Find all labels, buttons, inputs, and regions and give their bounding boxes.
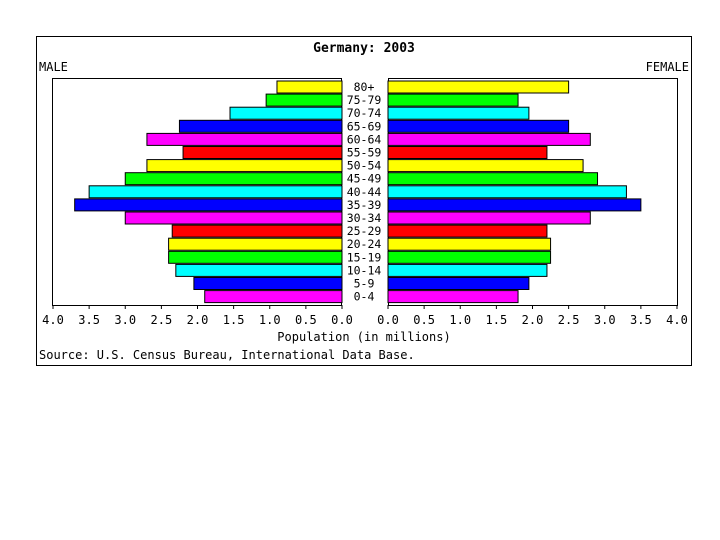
male-bar-0-4 [204, 290, 343, 304]
tick-label: 1.0 [259, 313, 281, 327]
female-label: FEMALE [646, 60, 689, 74]
male-bar-55-59 [182, 146, 343, 159]
tick-label: 0.5 [295, 313, 317, 327]
female-bar-10-14 [387, 263, 548, 277]
female-bar-60-64 [387, 132, 591, 146]
tick-label: 3.5 [78, 313, 100, 327]
female-bar-45-49 [387, 172, 599, 186]
male-bar-5-9 [193, 277, 343, 290]
age-label-50-54: 50-54 [347, 159, 382, 173]
age-label-45-49: 45-49 [347, 172, 382, 186]
female-bar-55-59 [387, 146, 548, 159]
age-label-10-14: 10-14 [347, 263, 382, 277]
tick-label: 4.0 [666, 313, 688, 327]
age-label-80+: 80+ [354, 80, 375, 94]
tick-label: 1.0 [449, 313, 471, 327]
chart-title: Germany: 2003 [313, 41, 415, 56]
male-bar-50-54 [146, 159, 343, 173]
tick-label: 1.5 [223, 313, 245, 327]
age-label-35-39: 35-39 [347, 198, 382, 212]
female-bar-50-54 [387, 159, 584, 173]
tick-label: 2.5 [151, 313, 173, 327]
source-note: Source: U.S. Census Bureau, Internationa… [39, 348, 415, 362]
age-label-40-44: 40-44 [347, 185, 382, 199]
male-label: MALE [39, 60, 68, 74]
age-label-5-9: 5-9 [354, 277, 375, 291]
age-label-70-74: 70-74 [347, 106, 382, 120]
female-bar-15-19 [387, 250, 552, 264]
x-axis-label: Population (in millions) [277, 330, 450, 344]
female-bar-40-44 [387, 185, 627, 199]
male-bar-80+ [276, 80, 343, 94]
female-bar-30-34 [387, 211, 591, 225]
age-label-60-64: 60-64 [347, 132, 382, 146]
female-bar-65-69 [387, 119, 570, 133]
age-label-55-59: 55-59 [347, 146, 382, 160]
tick-label: 2.5 [558, 313, 580, 327]
male-bar-40-44 [88, 185, 343, 199]
bars-group [74, 80, 642, 304]
age-labels-group: 80+75-7970-7465-6960-6455-5950-5445-4940… [347, 80, 382, 304]
tick-label: 2.0 [522, 313, 544, 327]
male-bar-75-79 [265, 93, 343, 107]
male-bar-30-34 [124, 211, 343, 225]
male-bar-45-49 [124, 172, 343, 186]
male-bar-10-14 [175, 263, 343, 277]
tick-label: 0.0 [331, 313, 353, 327]
male-bar-25-29 [171, 224, 343, 238]
male-bar-20-24 [168, 237, 343, 251]
female-bar-0-4 [387, 290, 519, 304]
tick-label: 4.0 [42, 313, 64, 327]
age-label-0-4: 0-4 [354, 290, 375, 304]
female-bar-80+ [387, 80, 570, 94]
tick-label: 0.5 [413, 313, 435, 327]
tick-label: 3.5 [630, 313, 652, 327]
male-bar-60-64 [146, 132, 343, 146]
female-bar-25-29 [387, 224, 548, 238]
tick-label: 0.0 [377, 313, 399, 327]
female-bar-20-24 [387, 237, 552, 251]
female-bar-5-9 [387, 277, 530, 290]
male-bar-15-19 [168, 250, 343, 264]
age-label-65-69: 65-69 [347, 119, 382, 133]
age-label-20-24: 20-24 [347, 237, 382, 251]
tick-label: 1.5 [486, 313, 508, 327]
male-bar-65-69 [178, 119, 343, 133]
female-bar-35-39 [387, 198, 642, 212]
age-label-75-79: 75-79 [347, 93, 382, 107]
male-bar-35-39 [74, 198, 343, 212]
age-label-30-34: 30-34 [347, 211, 382, 225]
age-label-25-29: 25-29 [347, 224, 382, 238]
tick-label: 3.0 [594, 313, 616, 327]
x-axis-ticks: 4.0 3.5 3.0 2.5 2.0 1.5 1.0 0.5 0.0 0.0 0.5 1.0 1.5 2… [42, 305, 688, 327]
tick-label: 3.0 [114, 313, 136, 327]
male-bar-70-74 [229, 106, 343, 120]
age-label-15-19: 15-19 [347, 250, 382, 264]
female-bar-75-79 [387, 93, 519, 107]
female-bar-70-74 [387, 106, 530, 120]
tick-label: 2.0 [187, 313, 209, 327]
